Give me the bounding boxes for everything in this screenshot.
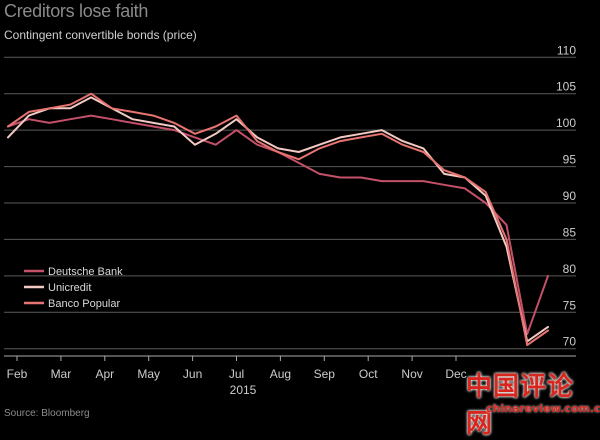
watermark-logo: 中国评论网: [466, 372, 575, 439]
x-tick-label: May: [137, 367, 160, 381]
y-tick-label: 75: [563, 298, 577, 312]
series-line-banco-popular: [7, 92, 549, 347]
legend-label: Unicredit: [48, 282, 91, 294]
x-year-label: 2015: [230, 383, 257, 397]
x-tick-label: Nov: [401, 367, 422, 381]
y-tick-label: 70: [563, 335, 577, 349]
y-tick-label: 105: [556, 80, 576, 94]
y-tick-label: 90: [563, 189, 577, 203]
x-tick-label: Apr: [95, 367, 114, 381]
line-chart: 70 75 80 85 90 95 100 105 110 Feb Mar Apr May Jun Jul…: [4, 43, 576, 397]
series-lines: [7, 92, 549, 347]
x-tick-label: Oct: [359, 367, 378, 381]
series-line-unicredit: [7, 96, 549, 343]
x-tick-label: Feb: [7, 367, 28, 381]
chart-figure: Creditors lose faith Contingent converti…: [4, 1, 600, 439]
x-tick-label: Dec: [445, 367, 466, 381]
y-tick-label: 95: [563, 153, 577, 167]
y-tick-label: 110: [557, 43, 576, 57]
x-tick-label: Sep: [314, 367, 336, 381]
chart-title: Creditors lose faith: [4, 1, 149, 21]
y-tick-label: 85: [563, 225, 577, 239]
gridlines: [4, 56, 576, 357]
chart-subtitle: Contingent convertible bonds (price): [4, 28, 197, 42]
legend: Deutsche Bank Unicredit Banco Popular: [24, 266, 123, 310]
x-tick-label: Mar: [51, 367, 72, 381]
watermark-url: chinareview.com.cn: [486, 402, 600, 415]
x-tick-label: Jul: [229, 367, 244, 381]
legend-label: Banco Popular: [48, 298, 120, 310]
x-axis-ticks: Feb Mar Apr May Jun Jul Aug Sep Oct Nov Dec 2015: [7, 356, 467, 397]
y-axis-ticks: 70 75 80 85 90 95 100 105 110: [556, 43, 576, 348]
x-tick-label: Jun: [183, 367, 202, 381]
y-tick-label: 80: [563, 262, 577, 276]
x-tick-label: Aug: [270, 367, 291, 381]
source-note: Source: Bloomberg: [4, 408, 90, 419]
legend-label: Deutsche Bank: [48, 266, 123, 278]
y-tick-label: 100: [556, 116, 576, 130]
